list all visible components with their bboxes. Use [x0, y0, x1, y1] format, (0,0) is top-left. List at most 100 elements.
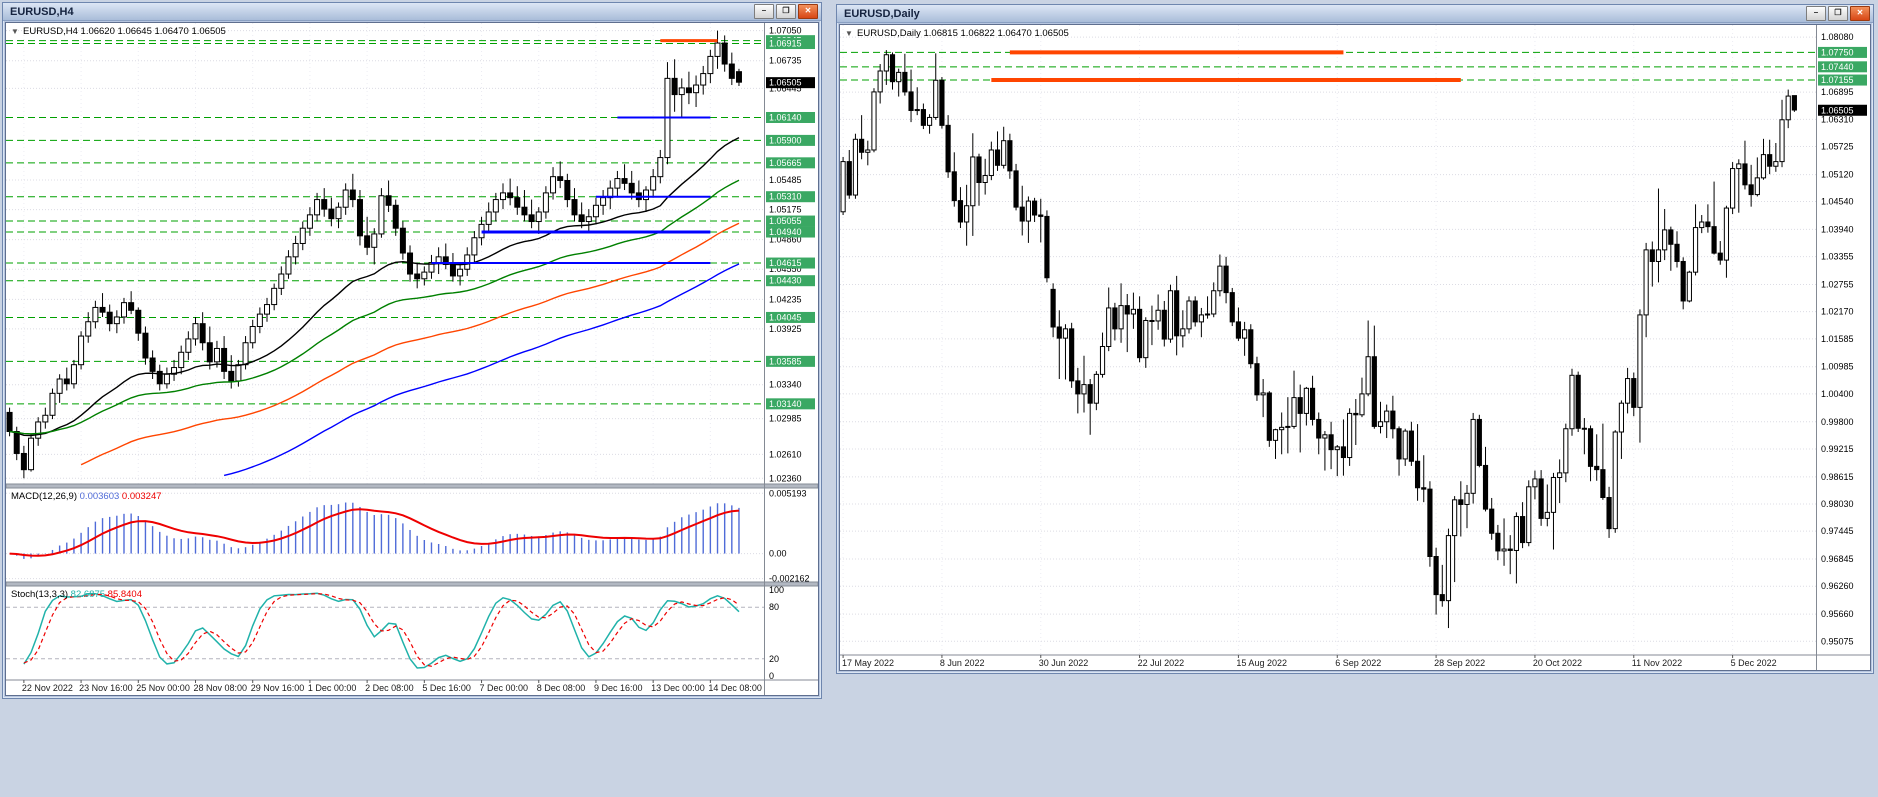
- price-axis-label: 1.08080: [1821, 32, 1854, 42]
- grid: [840, 25, 1816, 655]
- macd-axis-label: 0.005193: [769, 488, 807, 498]
- candle-body: [1631, 378, 1637, 408]
- candle-body: [206, 342, 213, 363]
- price-axis-label: 1.05175: [769, 205, 802, 215]
- candle-body: [1600, 469, 1606, 499]
- candle-body: [671, 77, 678, 96]
- chart-area-daily[interactable]: ▼ EURUSD,Daily 1.06815 1.06822 1.06470 1.…: [839, 24, 1871, 671]
- candle-body: [920, 109, 926, 126]
- candle-body: [306, 214, 313, 229]
- date-label: 1 Dec 00:00: [308, 683, 357, 693]
- price-axis-label: 1.05725: [1821, 141, 1854, 151]
- close-button[interactable]: ✕: [798, 4, 818, 19]
- candle-body: [1532, 478, 1538, 488]
- ohlc-text: EURUSD,H4 1.06620 1.06645 1.06470 1.0650…: [23, 26, 226, 37]
- line-objects[interactable]: [431, 39, 718, 265]
- candle-body: [1359, 393, 1365, 416]
- candle-body: [1242, 329, 1248, 339]
- candle-body: [1705, 221, 1711, 228]
- price-axis-label: 0.95075: [1821, 636, 1854, 646]
- candle-body: [988, 149, 994, 177]
- candle-body: [1143, 319, 1149, 359]
- candle-body: [1402, 430, 1408, 460]
- candle-body: [385, 195, 392, 206]
- candle-body: [1464, 492, 1470, 505]
- svg-text:1.05900: 1.05900: [769, 135, 802, 145]
- candle-body: [13, 431, 20, 454]
- ma-mid-green[interactable]: [9, 179, 740, 435]
- candle-body: [908, 91, 914, 111]
- stoch-axis-label: 0: [769, 671, 774, 681]
- titlebar-buttons: – ❐ ✕: [1806, 6, 1870, 21]
- ma-fast-black[interactable]: [9, 136, 740, 437]
- date-label: 9 Dec 16:00: [594, 683, 643, 693]
- candle-body: [128, 302, 135, 311]
- stoch-signal-line: [23, 593, 740, 667]
- candle-body: [99, 306, 106, 313]
- candle-body: [528, 214, 535, 223]
- collapse-arrow-icon[interactable]: ▼: [845, 29, 853, 38]
- candle-body: [1081, 384, 1087, 395]
- minimize-button[interactable]: –: [754, 4, 774, 19]
- date-axis: 22 Nov 2022 23 Nov 16:00 25 Nov 00:00 28 No…: [22, 680, 762, 693]
- line-objects[interactable]: [991, 50, 1461, 83]
- close-button[interactable]: ✕: [1850, 6, 1870, 21]
- candle-body: [1316, 418, 1322, 439]
- date-label: 23 Nov 16:00: [79, 683, 133, 693]
- ma-long-blue[interactable]: [223, 263, 740, 477]
- candle-body: [1149, 319, 1155, 322]
- candle-body: [42, 414, 49, 423]
- candle-body: [514, 197, 521, 208]
- candle-body: [1606, 497, 1612, 530]
- candle-body: [507, 192, 514, 199]
- price-axis-label: 1.00985: [1821, 362, 1854, 372]
- pane-splitter[interactable]: [6, 483, 818, 489]
- close-icon: ✕: [804, 6, 812, 15]
- candle-body: [1112, 307, 1118, 330]
- candle-body: [1476, 418, 1482, 466]
- candle-body: [1563, 428, 1569, 474]
- candle-body: [1594, 465, 1600, 471]
- ohlc-text: EURUSD,Daily 1.06815 1.06822 1.06470 1.0…: [857, 28, 1069, 39]
- candle-body: [392, 204, 399, 229]
- date-label: 25 Nov 00:00: [136, 683, 190, 693]
- candle-body: [271, 287, 278, 306]
- candle-body: [1248, 329, 1254, 365]
- candle-body: [957, 200, 964, 223]
- date-label: 14 Dec 08:00: [708, 683, 762, 693]
- macd-axis-label: -0.002162: [769, 574, 810, 584]
- price-axis-label: 1.03340: [769, 380, 802, 390]
- candle-body: [1569, 374, 1575, 430]
- candle-body: [1557, 472, 1563, 479]
- candle-body: [1519, 516, 1526, 544]
- candle-body: [1353, 412, 1359, 416]
- maximize-button[interactable]: ❐: [1828, 6, 1848, 21]
- minimize-icon: –: [761, 6, 767, 15]
- candle-body: [933, 79, 939, 118]
- pane-splitter[interactable]: [6, 581, 818, 587]
- chart-area-h4[interactable]: ▼ EURUSD,H4 1.06620 1.06645 1.06470 1.065…: [5, 22, 819, 696]
- svg-text:1.03585: 1.03585: [769, 356, 802, 366]
- candle-body: [78, 335, 85, 366]
- candle-body: [859, 138, 865, 153]
- candle-body: [1742, 163, 1748, 186]
- candle-body: [693, 84, 700, 94]
- maximize-button[interactable]: ❐: [776, 4, 796, 19]
- candle-body: [1445, 535, 1452, 602]
- collapse-arrow-icon[interactable]: ▼: [11, 27, 19, 36]
- ma-slow-orange[interactable]: [80, 222, 740, 466]
- candle-body: [592, 204, 599, 218]
- candle-body: [342, 189, 349, 208]
- candle-body: [1470, 418, 1476, 494]
- candle-body: [678, 87, 685, 96]
- candle-body: [1075, 380, 1081, 395]
- titlebar-daily[interactable]: EURUSD,Daily – ❐ ✕: [837, 5, 1873, 23]
- candle-body: [1773, 161, 1779, 167]
- price-axis-label: 0.96845: [1821, 554, 1854, 564]
- price-axis-label: 1.03940: [1821, 224, 1854, 234]
- candle-body: [994, 149, 1001, 166]
- price-axis-label: 0.99215: [1821, 444, 1854, 454]
- minimize-button[interactable]: –: [1806, 6, 1826, 21]
- candle-body: [1069, 328, 1075, 382]
- titlebar-h4[interactable]: EURUSD,H4 – ❐ ✕: [3, 3, 821, 21]
